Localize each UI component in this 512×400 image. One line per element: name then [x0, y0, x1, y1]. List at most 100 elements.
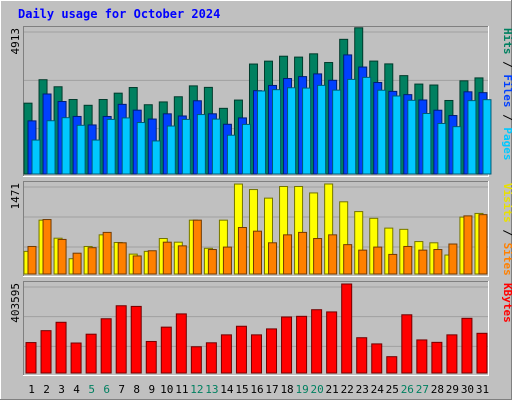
bar-kbytes-day-27	[416, 339, 428, 374]
x-tick-label: 5	[88, 383, 95, 396]
bar-kbytes-day-11	[175, 313, 187, 374]
legend-entry: /	[501, 108, 512, 128]
bar-kbytes-day-1	[25, 342, 37, 374]
bar-sites-day-20	[313, 238, 323, 275]
bar-pages-day-23	[362, 76, 372, 175]
bar-sites-day-15	[237, 227, 247, 275]
bar-kbytes-day-22	[341, 283, 353, 374]
bar-pages-day-11	[181, 118, 191, 175]
bar-sites-day-24	[373, 246, 383, 275]
bar-kbytes-day-26	[401, 314, 413, 374]
x-tick-label: 30	[461, 383, 474, 396]
legend-entry: Visits	[501, 183, 512, 223]
bar-sites-day-14	[222, 246, 232, 275]
bar-kbytes-day-10	[160, 326, 172, 374]
bar-pages-day-19	[302, 87, 312, 175]
x-tick-label: 28	[431, 383, 444, 396]
bar-pages-day-24	[377, 89, 387, 175]
bar-kbytes-day-30	[461, 317, 473, 374]
legend-entry: Sites	[501, 243, 512, 276]
bar-kbytes-day-9	[145, 340, 157, 374]
bar-kbytes-day-12	[190, 346, 202, 374]
bar-sites-day-10	[162, 241, 172, 275]
bar-pages-day-25	[392, 95, 402, 175]
x-tick-label: 19	[295, 383, 308, 396]
bar-pages-day-21	[332, 89, 342, 175]
bar-kbytes-day-17	[266, 328, 278, 374]
bar-pages-day-26	[407, 99, 417, 175]
bar-sites-day-25	[388, 253, 398, 275]
x-tick-label: 21	[326, 383, 339, 396]
series-sites	[27, 214, 488, 275]
x-tick-label: 16	[250, 383, 263, 396]
x-tick-label: 15	[235, 383, 248, 396]
bar-kbytes-day-19	[296, 315, 308, 374]
bar-pages-day-28	[437, 123, 447, 175]
bar-kbytes-day-21	[326, 311, 338, 374]
bar-kbytes-day-5	[85, 333, 97, 374]
bar-pages-day-2	[46, 120, 56, 175]
bar-kbytes-day-20	[311, 309, 323, 374]
bar-kbytes-day-24	[371, 343, 383, 374]
bar-kbytes-day-16	[250, 334, 262, 374]
bar-pages-day-31	[482, 99, 492, 175]
bar-pages-day-7	[121, 117, 131, 175]
bar-pages-day-17	[272, 89, 282, 175]
x-tick-label: 6	[103, 383, 110, 396]
x-tick-label: 9	[148, 383, 155, 396]
bar-pages-day-4	[76, 124, 86, 175]
x-tick-label: 26	[401, 383, 414, 396]
bar-pages-day-12	[196, 114, 206, 175]
bar-sites-day-19	[298, 231, 308, 275]
bar-kbytes-day-25	[386, 356, 398, 374]
panel-visits: 1471 Visits / Sites	[9, 181, 512, 277]
bar-kbytes-day-29	[446, 334, 458, 374]
legend-entry: /	[501, 223, 512, 243]
bar-sites-day-18	[283, 234, 293, 275]
bar-sites-day-11	[177, 245, 187, 275]
bar-sites-day-2	[42, 219, 52, 275]
y-max-label: 1471	[9, 183, 22, 210]
x-tick-label: 3	[58, 383, 65, 396]
axis-legend-hits: Hits / Files / Pages	[501, 28, 512, 161]
bar-sites-day-26	[403, 245, 413, 275]
x-tick-label: 13	[205, 383, 218, 396]
panel-hits: 4913 Hits / Files / Pages	[9, 26, 512, 177]
bar-kbytes-day-14	[220, 334, 232, 374]
x-tick-label: 8	[133, 383, 140, 396]
x-tick-label: 12	[190, 383, 203, 396]
bar-sites-day-23	[358, 249, 368, 275]
bar-kbytes-day-4	[70, 342, 82, 374]
bar-sites-day-6	[102, 231, 112, 275]
bar-pages-day-3	[61, 117, 71, 175]
bar-sites-day-21	[328, 234, 338, 275]
x-tick-label: 14	[220, 383, 234, 396]
bar-kbytes-day-7	[115, 305, 127, 374]
bar-kbytes-day-31	[476, 332, 488, 374]
y-max-label: 4913	[9, 28, 22, 55]
bar-sites-day-16	[252, 230, 262, 275]
bar-kbytes-day-18	[281, 316, 293, 374]
bar-kbytes-day-3	[55, 321, 67, 374]
bar-kbytes-day-6	[100, 318, 112, 374]
bar-pages-day-5	[91, 139, 101, 175]
bar-kbytes-day-28	[431, 341, 443, 374]
legend-entry: Files	[501, 74, 512, 107]
bar-pages-day-20	[317, 84, 327, 175]
bar-pages-day-13	[211, 118, 221, 175]
x-tick-label: 25	[386, 383, 399, 396]
axis-legend-kbytes: KBytes	[501, 283, 512, 323]
x-tick-label: 23	[356, 383, 369, 396]
bar-pages-day-6	[106, 118, 116, 175]
bar-sites-day-31	[478, 214, 488, 275]
bar-sites-day-17	[268, 242, 278, 275]
bar-sites-day-22	[343, 244, 353, 275]
bar-kbytes-day-23	[356, 337, 368, 374]
bar-kbytes-day-15	[235, 325, 247, 374]
chart-title: Daily usage for October 2024	[18, 7, 220, 21]
bar-pages-day-10	[166, 125, 176, 175]
bar-sites-day-28	[433, 249, 443, 275]
x-tick-label: 27	[416, 383, 429, 396]
x-tick-label: 29	[446, 383, 459, 396]
